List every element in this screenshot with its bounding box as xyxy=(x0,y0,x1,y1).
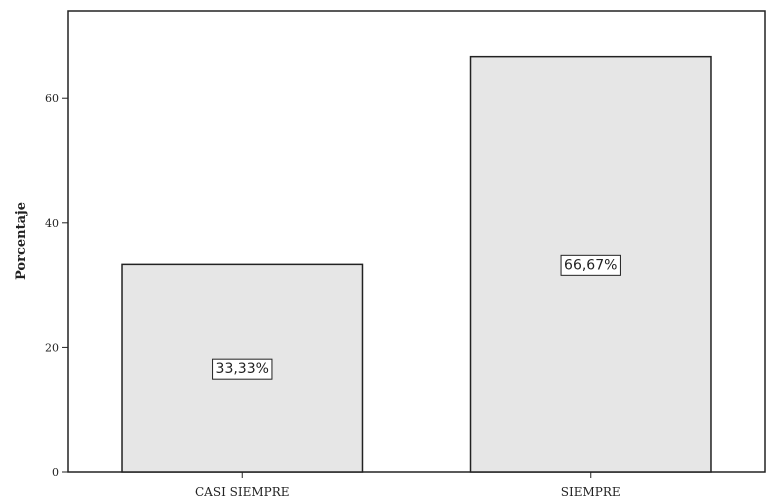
y-axis-label: Porcentaje xyxy=(14,202,29,280)
x-category-label: CASI SIEMPRE xyxy=(195,485,290,499)
x-category-label: SIEMPRE xyxy=(561,485,621,499)
y-tick-label: 0 xyxy=(52,466,59,479)
y-tick-label: 60 xyxy=(45,92,59,105)
data-label: 66,67% xyxy=(564,257,617,273)
data-label-frame xyxy=(212,358,273,380)
y-tick-label: 40 xyxy=(45,217,59,230)
y-tick-label: 20 xyxy=(45,341,59,354)
data-label-frame xyxy=(560,254,621,276)
data-label-box-0: 33,33% xyxy=(212,358,273,380)
data-label-box-1: 66,67% xyxy=(560,254,621,276)
data-label: 33,33% xyxy=(216,361,269,377)
